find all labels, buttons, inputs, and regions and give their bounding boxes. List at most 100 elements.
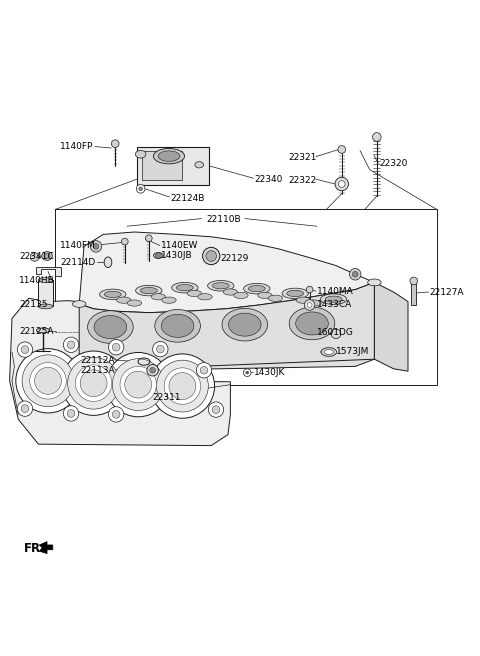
- Ellipse shape: [161, 314, 194, 337]
- Ellipse shape: [44, 254, 50, 258]
- Ellipse shape: [289, 307, 335, 340]
- Text: 1140HB: 1140HB: [19, 276, 55, 285]
- Text: 22124B: 22124B: [170, 194, 205, 203]
- Circle shape: [139, 187, 143, 191]
- Circle shape: [331, 329, 341, 338]
- Polygon shape: [36, 266, 61, 276]
- Circle shape: [150, 354, 215, 419]
- Ellipse shape: [162, 297, 176, 303]
- Circle shape: [108, 340, 124, 355]
- Ellipse shape: [42, 252, 52, 260]
- Circle shape: [156, 345, 164, 353]
- Text: 1430JB: 1430JB: [161, 251, 192, 260]
- Ellipse shape: [177, 285, 193, 291]
- Circle shape: [203, 247, 220, 264]
- Polygon shape: [79, 282, 374, 371]
- Ellipse shape: [368, 279, 381, 286]
- Circle shape: [67, 341, 75, 348]
- Circle shape: [75, 365, 112, 401]
- Text: 22127A: 22127A: [430, 289, 464, 297]
- Ellipse shape: [198, 294, 212, 300]
- Ellipse shape: [258, 292, 272, 298]
- Text: 22110B: 22110B: [206, 215, 240, 224]
- Text: 22129: 22129: [221, 254, 249, 263]
- Text: 22322: 22322: [288, 176, 317, 184]
- Text: 1433CA: 1433CA: [317, 300, 352, 310]
- Circle shape: [145, 235, 152, 241]
- Text: 22112A: 22112A: [81, 356, 115, 365]
- Circle shape: [338, 146, 346, 154]
- Circle shape: [243, 369, 251, 377]
- Ellipse shape: [324, 350, 334, 354]
- Ellipse shape: [296, 297, 311, 303]
- Text: 1140FM: 1140FM: [60, 241, 96, 250]
- Text: 1573JM: 1573JM: [336, 347, 370, 356]
- Ellipse shape: [234, 292, 248, 298]
- Circle shape: [21, 405, 29, 413]
- Circle shape: [106, 352, 170, 417]
- Ellipse shape: [158, 151, 180, 161]
- Circle shape: [17, 342, 33, 358]
- Circle shape: [108, 407, 124, 422]
- Circle shape: [125, 371, 152, 398]
- Circle shape: [246, 371, 249, 374]
- Ellipse shape: [104, 291, 121, 298]
- Text: 22113A: 22113A: [81, 366, 115, 375]
- Circle shape: [136, 184, 145, 193]
- Ellipse shape: [222, 308, 268, 341]
- Circle shape: [335, 177, 348, 191]
- Circle shape: [63, 337, 79, 352]
- Ellipse shape: [127, 300, 142, 306]
- Circle shape: [112, 359, 164, 411]
- Text: FR.: FR.: [24, 543, 46, 555]
- Circle shape: [90, 241, 102, 252]
- Circle shape: [21, 346, 29, 354]
- Circle shape: [306, 286, 313, 293]
- Ellipse shape: [36, 328, 50, 333]
- Text: 22340: 22340: [254, 174, 283, 184]
- Ellipse shape: [135, 150, 146, 158]
- Circle shape: [147, 365, 158, 376]
- Circle shape: [22, 355, 74, 407]
- Text: 22114D: 22114D: [61, 258, 96, 267]
- Ellipse shape: [187, 291, 202, 297]
- Ellipse shape: [228, 313, 261, 336]
- Circle shape: [68, 358, 120, 409]
- Ellipse shape: [154, 253, 163, 258]
- Circle shape: [67, 409, 75, 417]
- Text: 1140FP: 1140FP: [60, 142, 94, 151]
- Circle shape: [112, 411, 120, 419]
- Circle shape: [304, 300, 315, 310]
- Ellipse shape: [172, 282, 198, 293]
- Circle shape: [112, 343, 120, 351]
- Text: 1601DG: 1601DG: [317, 328, 354, 337]
- Bar: [142, 152, 182, 180]
- Ellipse shape: [136, 285, 162, 296]
- Ellipse shape: [88, 311, 133, 343]
- Circle shape: [150, 367, 156, 373]
- Circle shape: [153, 341, 168, 357]
- Circle shape: [16, 348, 80, 413]
- Circle shape: [338, 180, 345, 188]
- Text: 1140MA: 1140MA: [317, 287, 354, 297]
- Circle shape: [349, 268, 361, 280]
- Circle shape: [120, 367, 156, 403]
- Ellipse shape: [155, 310, 201, 342]
- Ellipse shape: [244, 283, 270, 294]
- Ellipse shape: [100, 289, 126, 300]
- Text: 1140EW: 1140EW: [161, 241, 198, 250]
- Circle shape: [30, 253, 39, 261]
- Text: 22341C: 22341C: [19, 253, 54, 262]
- Circle shape: [307, 302, 312, 308]
- Polygon shape: [39, 542, 53, 554]
- Circle shape: [169, 373, 196, 400]
- Circle shape: [111, 140, 119, 148]
- Polygon shape: [79, 232, 374, 313]
- Polygon shape: [10, 298, 230, 445]
- Circle shape: [410, 277, 418, 285]
- Ellipse shape: [94, 316, 127, 338]
- Ellipse shape: [287, 291, 303, 297]
- Circle shape: [164, 368, 201, 404]
- Text: 22311: 22311: [153, 393, 181, 402]
- Ellipse shape: [140, 287, 157, 294]
